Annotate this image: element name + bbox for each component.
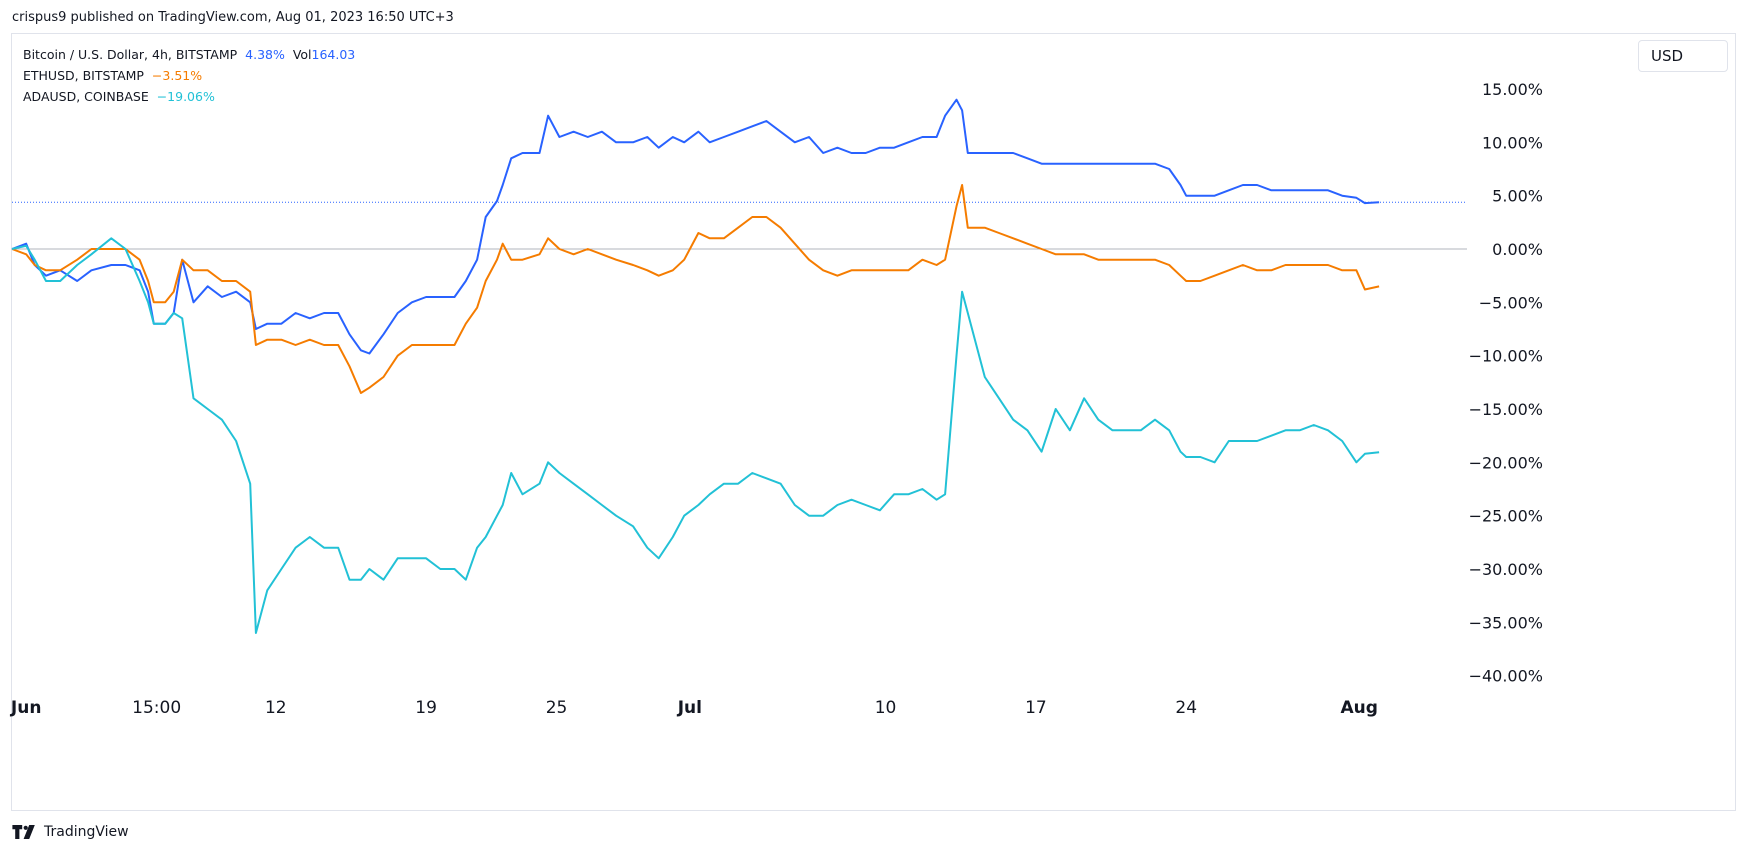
- x-tick-label: Jun: [10, 698, 42, 718]
- x-tick-label: Jul: [677, 698, 702, 718]
- legend-btc-name: Bitcoin / U.S. Dollar, 4h, BITSTAMP: [23, 47, 238, 62]
- x-tick-label: 10: [875, 698, 897, 718]
- y-tick-label: 0.00%: [1492, 240, 1543, 259]
- y-tick-label: −25.00%: [1469, 507, 1543, 526]
- y-tick-label: −15.00%: [1469, 400, 1543, 419]
- legend: Bitcoin / U.S. Dollar, 4h, BITSTAMP 4.38…: [23, 44, 355, 107]
- legend-eth[interactable]: ETHUSD, BITSTAMP −3.51%: [23, 65, 355, 86]
- chart-frame: [11, 33, 1736, 811]
- x-tick-label: 12: [265, 698, 287, 718]
- legend-btc-vol-value: 164.03: [311, 47, 356, 62]
- y-tick-label: 10.00%: [1482, 133, 1543, 152]
- ada-series-line: [11, 237, 1380, 634]
- y-tick-label: 15.00%: [1482, 80, 1543, 99]
- x-tick-label: Aug: [1341, 698, 1378, 718]
- series-lines: [11, 98, 1380, 634]
- legend-ada-change: −19.06%: [156, 89, 215, 104]
- reference-lines: [12, 201, 1467, 250]
- y-tick-label: −35.00%: [1469, 613, 1543, 632]
- legend-btc-vol-label: Vol: [292, 47, 312, 62]
- legend-ada-name: ADAUSD, COINBASE: [23, 89, 149, 104]
- legend-btc-change: 4.38%: [245, 47, 285, 62]
- legend-ada[interactable]: ADAUSD, COINBASE −19.06%: [23, 86, 355, 107]
- y-tick-label: −30.00%: [1469, 560, 1543, 579]
- y-tick-label: −20.00%: [1469, 453, 1543, 472]
- y-tick-label: −10.00%: [1469, 347, 1543, 366]
- y-tick-label: −40.00%: [1469, 667, 1543, 686]
- legend-eth-name: ETHUSD, BITSTAMP: [23, 68, 144, 83]
- legend-eth-change: −3.51%: [151, 68, 203, 83]
- btc-series-line: [11, 98, 1380, 355]
- x-tick-label: 25: [546, 698, 568, 718]
- x-tick-label: 24: [1175, 698, 1197, 718]
- x-tick-label: 15:00: [132, 698, 181, 718]
- tradingview-logo-icon: [12, 825, 35, 839]
- footer-brand-text: TradingView: [44, 824, 129, 840]
- y-axis: 15.00% 10.00% 5.00% 0.00% −5.00% −10.00% −15.0…: [1469, 80, 1543, 686]
- currency-selector[interactable]: USD: [1638, 40, 1728, 72]
- footer-brand[interactable]: TradingView: [12, 824, 129, 840]
- x-tick-label: 17: [1025, 698, 1047, 718]
- x-tick-label: 19: [415, 698, 437, 718]
- x-axis: Jun 15:00 12 19 25 Jul 10 17 24 Aug: [10, 698, 1378, 718]
- published-header: crispus9 published on TradingView.com, A…: [12, 10, 454, 25]
- y-tick-label: 5.00%: [1492, 187, 1543, 206]
- y-tick-label: −5.00%: [1479, 293, 1543, 312]
- eth-series-line: [11, 184, 1380, 394]
- legend-btc[interactable]: Bitcoin / U.S. Dollar, 4h, BITSTAMP 4.38…: [23, 44, 355, 65]
